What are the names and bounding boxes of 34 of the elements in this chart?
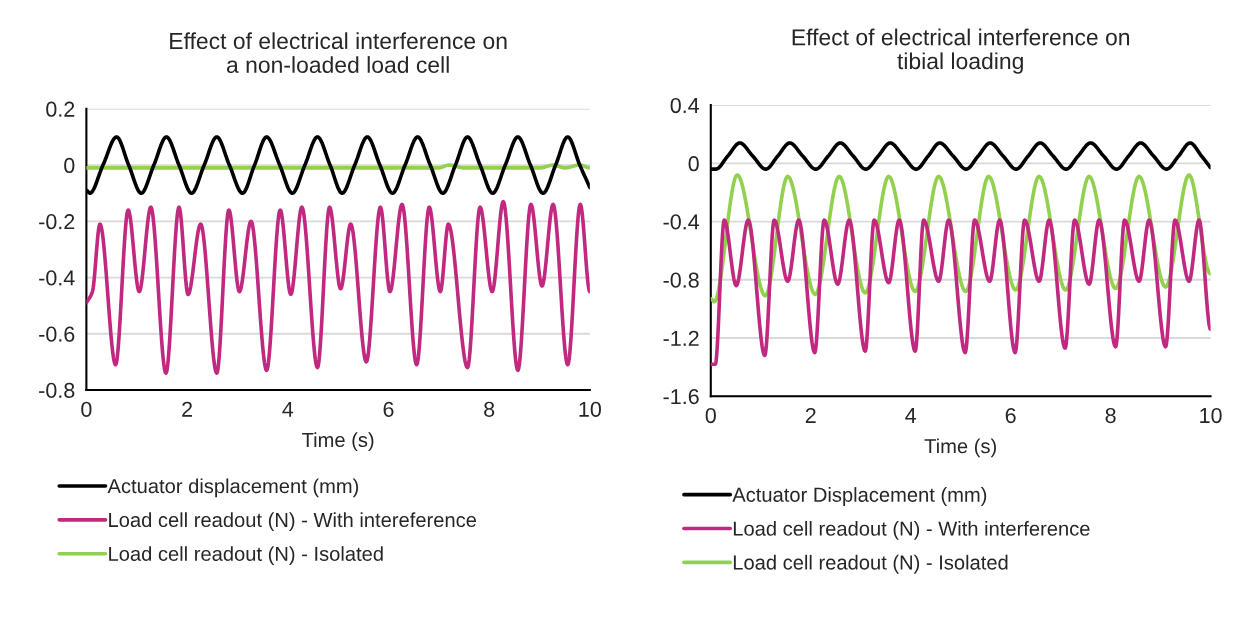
- y-tick-label: 0.4: [670, 97, 700, 114]
- y-tick-label: 0.2: [46, 101, 75, 117]
- x-tick-label: 0: [81, 401, 92, 417]
- x-axis-title: Time (s): [302, 432, 374, 452]
- x-tick-label: 10: [1200, 407, 1222, 424]
- x-tick-label: 4: [282, 401, 294, 417]
- chart-title: Effect of electrical interference on tibial loading: [792, 28, 1130, 74]
- y-tick-label: -0.8: [663, 272, 699, 288]
- y-tick-label: -1.2: [663, 330, 699, 346]
- legend-label: Load cell readout (N) - With intereference: [109, 512, 477, 532]
- x-tick-label: 2: [182, 401, 192, 417]
- legend-label: Actuator displacement (mm): [107, 478, 359, 498]
- y-tick-label: 0: [64, 157, 75, 174]
- y-tick-label: -0.8: [39, 382, 75, 399]
- x-tick-label: 8: [484, 401, 495, 417]
- legend-label: Load cell readout (N) - Isolated: [733, 554, 1008, 574]
- x-tick-label: 6: [1005, 407, 1016, 424]
- x-tick-label: 0: [705, 407, 716, 424]
- y-tick-label: -0.2: [39, 214, 75, 230]
- x-tick-label: 10: [579, 401, 601, 417]
- x-tick-label: 6: [383, 401, 394, 417]
- y-tick-label: -0.4: [663, 214, 700, 230]
- x-tick-label: 4: [905, 408, 917, 423]
- legend-label: Load cell readout (N) - With interference: [733, 520, 1090, 540]
- y-tick-label: -0.4: [39, 270, 75, 286]
- x-tick-label: 2: [805, 407, 816, 423]
- legend-label: Actuator Displacement (mm): [732, 487, 987, 506]
- chart-title: Effect of electrical interference on a non-loaded load cell: [170, 32, 507, 73]
- x-tick-label: 8: [1105, 407, 1116, 424]
- y-tick-label: -1.6: [663, 388, 699, 405]
- y-tick-label: -0.6: [39, 326, 75, 342]
- legend-label: Load cell readout (N) - Isolated: [109, 546, 383, 565]
- y-tick-label: 0: [688, 156, 699, 172]
- x-axis-title: Time (s): [924, 438, 996, 458]
